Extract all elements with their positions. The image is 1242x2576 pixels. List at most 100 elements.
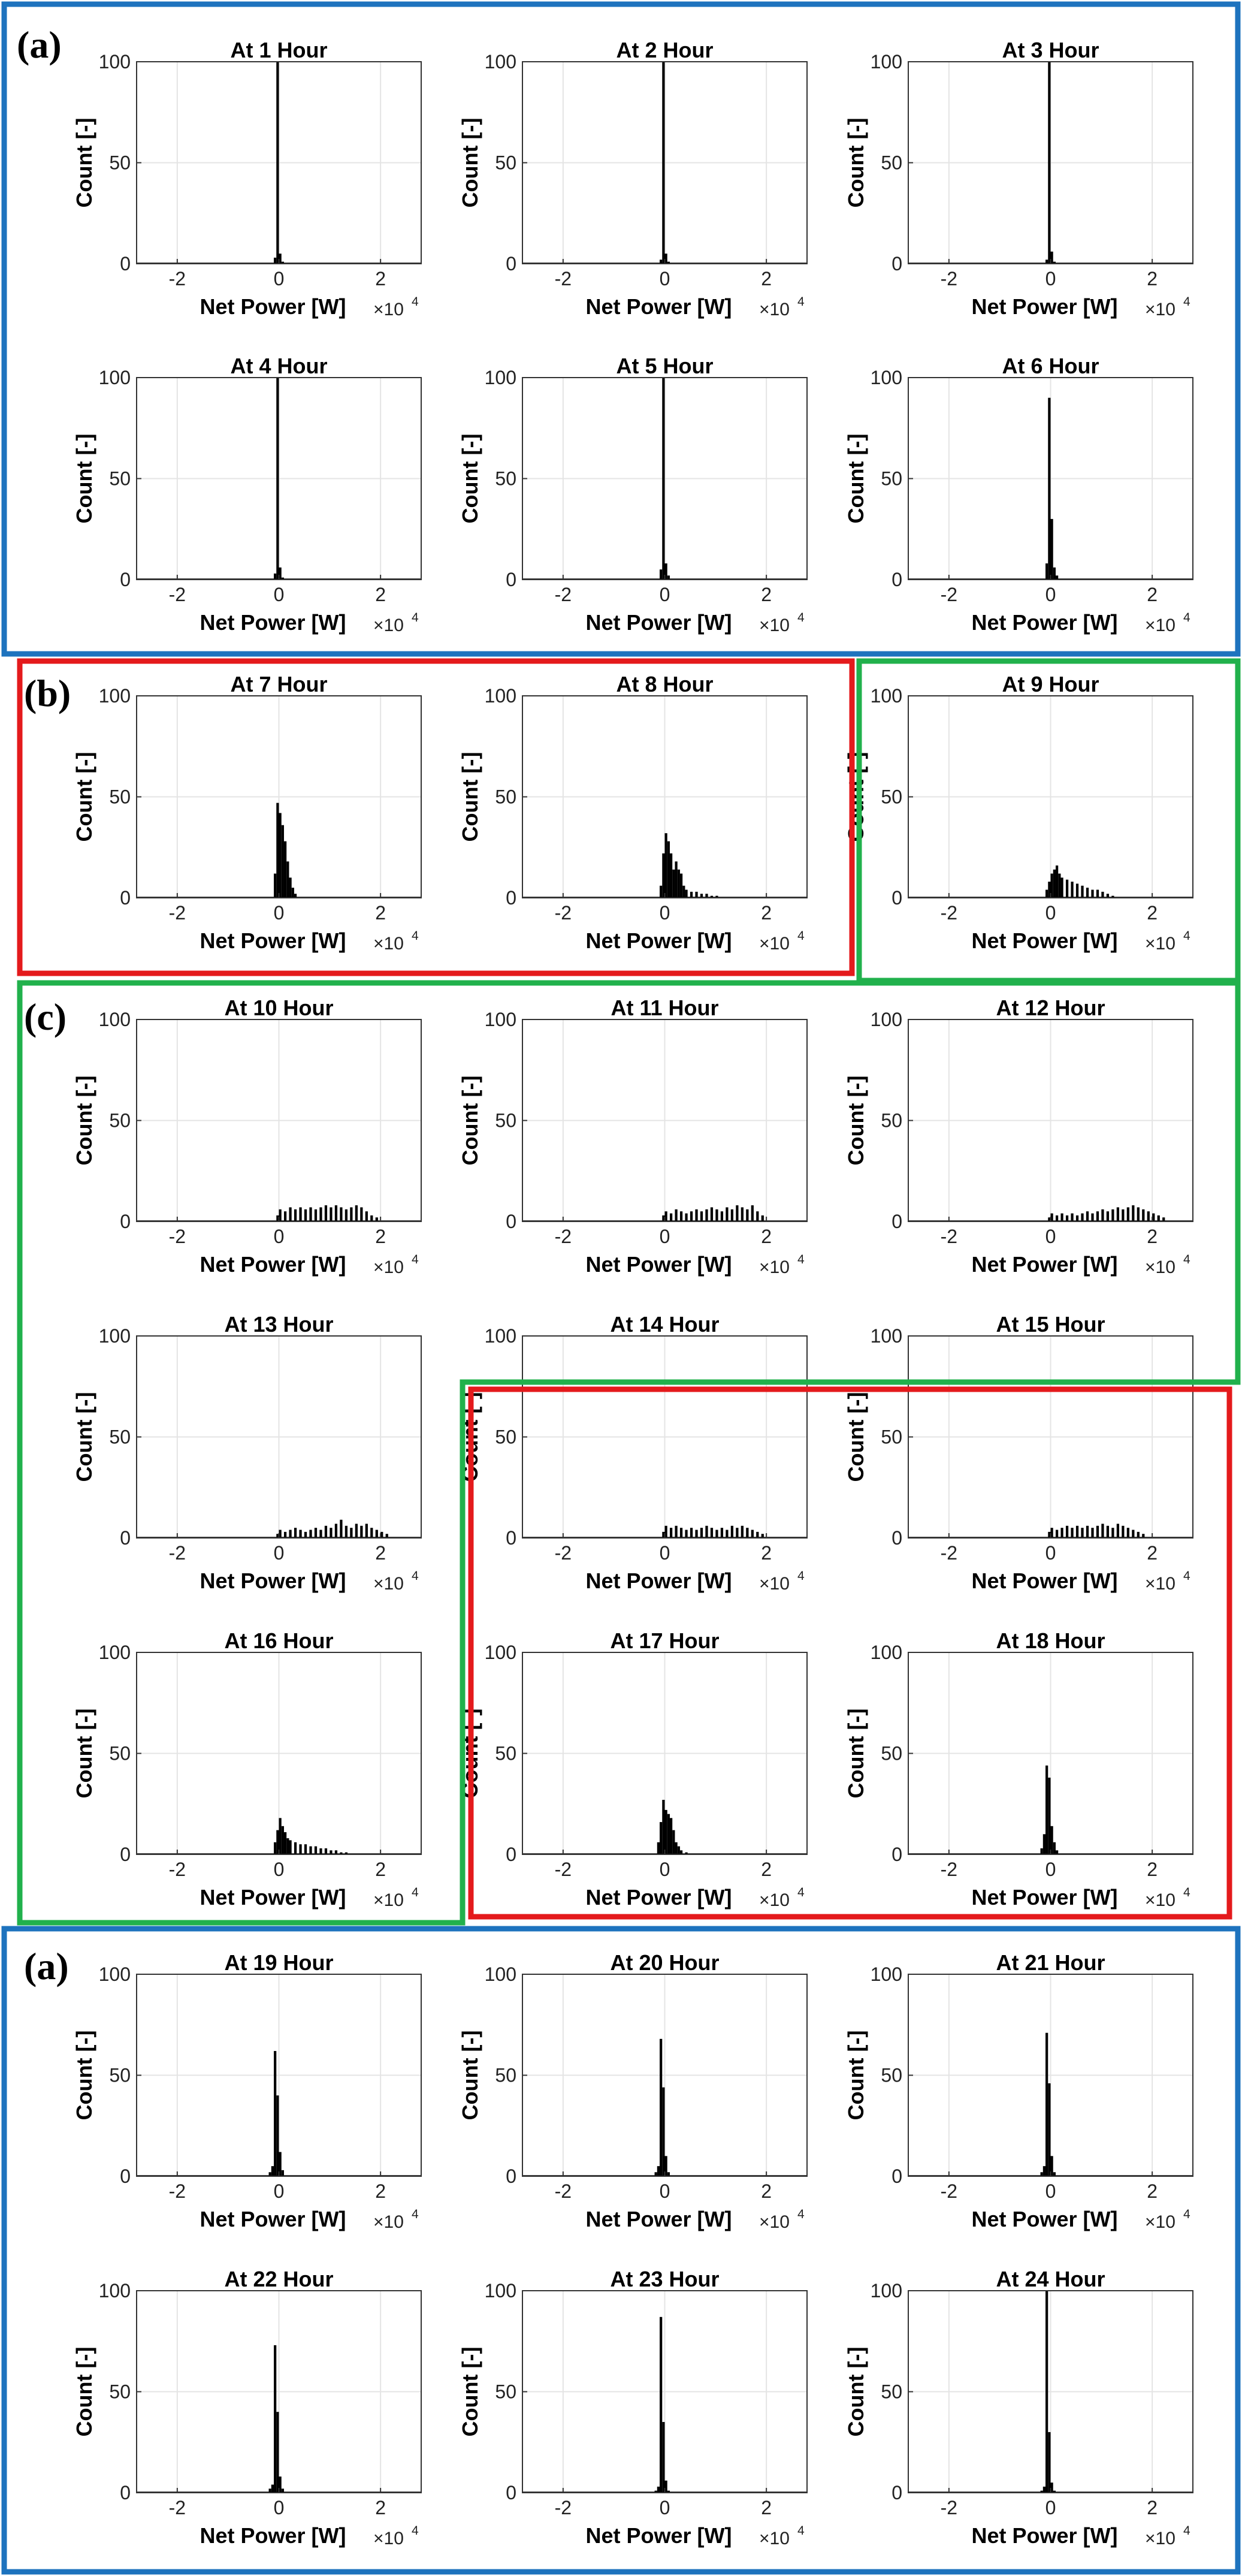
- y-tick-label: 100: [871, 685, 902, 707]
- histogram-bar: [1126, 1528, 1129, 1538]
- y-tick-label: 50: [109, 1426, 131, 1448]
- y-tick-label: 100: [485, 2280, 516, 2301]
- y-tick-label: 0: [506, 1527, 516, 1549]
- histogram-bar: [667, 2172, 670, 2176]
- histogram-bar: [1091, 889, 1094, 898]
- x-tick-label: -2: [941, 2497, 957, 2518]
- histogram-bar: [370, 1215, 373, 1221]
- histogram-bar: [730, 1525, 734, 1538]
- panel-title: At 20 Hour: [610, 1950, 719, 1975]
- histogram-bar: [1147, 1211, 1150, 1221]
- histogram-bar: [1101, 1524, 1104, 1538]
- histogram-bar: [1162, 1217, 1165, 1221]
- x-tick-label: -2: [941, 1859, 957, 1880]
- y-tick-label: 0: [506, 1211, 516, 1232]
- y-tick-label: 50: [881, 1743, 902, 1764]
- histogram-bar: [677, 1846, 680, 1854]
- histogram-bar: [1111, 1528, 1114, 1538]
- histogram-bar: [283, 1531, 287, 1538]
- histogram-bar: [1042, 2166, 1046, 2176]
- histogram-bar: [1055, 1530, 1059, 1538]
- histogram-panel: -2 0 2 0 50 100 At 4 Hour Count [-] Net Power [W…: [72, 354, 422, 635]
- y-tick-label: 50: [881, 1426, 902, 1448]
- histogram-bar: [281, 825, 284, 898]
- histogram-bar: [279, 2477, 282, 2493]
- x-tick-label: 2: [375, 2180, 386, 2202]
- x-tick-label: 0: [1045, 1542, 1056, 1564]
- histogram-bar: [1106, 1525, 1110, 1538]
- panel-title: At 3 Hour: [1002, 38, 1099, 62]
- histogram-bar: [669, 1818, 673, 1854]
- histogram-bar: [276, 1534, 279, 1538]
- x-axis-label: Net Power [W]: [200, 1568, 346, 1593]
- y-tick-label: 100: [99, 1325, 131, 1347]
- histogram-panel: -2 0 2 0 50 100 At 11 Hour Count [-] Net Power […: [458, 996, 808, 1277]
- x-tick-label: -2: [555, 1859, 572, 1880]
- histogram-bar: [1053, 869, 1056, 898]
- y-tick-label: 50: [495, 786, 516, 808]
- histogram-bar: [705, 894, 708, 898]
- histogram-bar: [664, 254, 667, 264]
- histogram-bar: [340, 1519, 343, 1538]
- x-tick-label: 2: [761, 584, 772, 605]
- x-tick-label: 2: [761, 268, 772, 289]
- histogram-bar: [283, 841, 287, 898]
- histogram-bar: [710, 1207, 714, 1221]
- y-tick-label: 100: [99, 51, 131, 73]
- histogram-bar: [1055, 1215, 1059, 1221]
- y-tick-label: 100: [99, 1642, 131, 1663]
- x-tick-label: 0: [274, 902, 285, 924]
- y-tick-label: 0: [892, 569, 902, 590]
- y-tick-label: 0: [892, 887, 902, 909]
- x-tick-label: 0: [1045, 2497, 1056, 2518]
- x-axis-multiplier-exponent: 4: [1183, 1886, 1190, 1899]
- histogram-bar: [330, 1207, 333, 1221]
- histogram-bar: [1045, 2291, 1048, 2493]
- x-axis-multiplier: ×10: [373, 616, 404, 635]
- x-tick-label: -2: [941, 268, 957, 289]
- x-axis-label: Net Power [W]: [585, 1252, 732, 1277]
- y-tick-label: 50: [881, 152, 902, 174]
- panel-title: At 18 Hour: [996, 1628, 1105, 1653]
- y-axis-label: Count [-]: [72, 2347, 96, 2437]
- panel-title: At 19 Hour: [224, 1950, 333, 1975]
- histogram-bar: [314, 1528, 318, 1538]
- histogram-bar: [271, 2166, 274, 2176]
- panel-title: At 6 Hour: [1002, 354, 1099, 378]
- x-axis-multiplier: ×10: [373, 1257, 404, 1277]
- panel-title: At 2 Hour: [617, 38, 714, 62]
- histogram-bar: [1081, 1213, 1084, 1221]
- histogram-bar: [324, 1525, 328, 1538]
- histogram-bar: [281, 2170, 284, 2176]
- group-label-b: (b): [24, 672, 71, 714]
- histogram-panel: -2 0 2 0 50 100 At 6 Hour Count [-] Net Power [W…: [844, 354, 1193, 635]
- x-axis-label: Net Power [W]: [971, 1568, 1117, 1593]
- histogram-bar: [705, 1209, 708, 1221]
- histogram-bar: [1055, 575, 1059, 580]
- histogram-bar: [736, 1528, 739, 1538]
- histogram-bar: [1142, 1209, 1145, 1221]
- histogram-bar: [276, 2412, 279, 2493]
- y-tick-label: 50: [881, 2381, 902, 2403]
- y-axis-label: Count [-]: [72, 752, 96, 842]
- histogram-bar: [380, 1531, 383, 1538]
- histogram-bar: [1086, 1211, 1089, 1221]
- histogram-bar: [279, 254, 282, 264]
- y-tick-label: 0: [120, 2165, 131, 2187]
- y-axis-label: Count [-]: [72, 434, 96, 524]
- histogram-panel: -2 0 2 0 50 100 At 22 Hour Count [-] Net Power […: [72, 2267, 422, 2548]
- histogram-bar: [751, 1205, 754, 1221]
- histogram-bar: [695, 1530, 698, 1538]
- histogram-bar: [274, 573, 277, 580]
- histogram-bar: [289, 1840, 292, 1854]
- histogram-bar: [1040, 2172, 1043, 2176]
- y-tick-label: 0: [892, 1211, 902, 1232]
- x-tick-label: -2: [169, 268, 186, 289]
- histogram-bar: [746, 1209, 749, 1221]
- x-axis-multiplier-exponent: 4: [797, 929, 805, 943]
- histogram-bar: [334, 1850, 338, 1854]
- panel-title: At 13 Hour: [224, 1312, 333, 1337]
- histogram-bar: [679, 1850, 683, 1854]
- histogram-bar: [657, 2166, 660, 2176]
- histogram-bar: [695, 1209, 698, 1221]
